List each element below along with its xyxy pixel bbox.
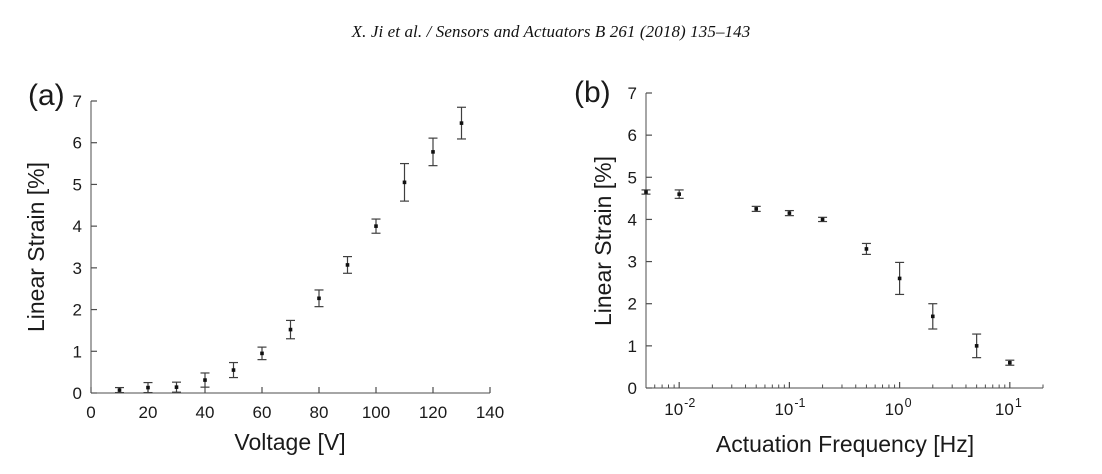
data-point [864,247,869,251]
x-tick-label: 0 [86,403,95,422]
x-tick-label: 120 [419,403,447,422]
x-tick-label: 60 [253,403,272,422]
y-ticks: 0 1 2 3 4 5 6 7 [628,84,652,398]
y-tick-label: 0 [628,379,637,398]
x-tick-label-base: 10 [885,400,904,419]
y-tick-label: 1 [73,342,82,361]
chart-a-strain-vs-voltage: 0 1 2 3 4 5 6 7 0 20 40 60 80 100 120 140 Voltage [V] Lin… [23,92,504,455]
axes [90,101,490,394]
data-point [374,224,378,228]
axes [645,93,1043,389]
panel-a-label: (a) [28,79,65,112]
data-point [754,207,759,211]
x-tick-label-exponent: -2 [684,396,695,410]
x-tick-label-base: 10 [774,400,793,419]
y-axis-label: Linear Strain [%] [23,162,49,332]
x-tick-label-base: 10 [995,400,1014,419]
data-point [974,344,979,348]
x-tick-label-exponent: 1 [1015,396,1022,410]
y-tick-label: 5 [73,175,82,194]
y-axis-label: Linear Strain [%] [590,156,616,326]
x-tick-label-base: 10 [664,400,683,419]
data-point [260,351,264,356]
data-series [115,106,466,394]
y-ticks: 0 1 2 3 4 5 6 7 [73,92,97,403]
y-tick-label: 3 [628,253,637,272]
data-point [897,276,902,281]
y-tick-label: 0 [73,384,82,403]
data-point [174,385,179,389]
x-tick-label: 80 [310,403,329,422]
data-point [345,263,350,267]
x-tick-label: 140 [476,403,504,422]
x-tick-label-exponent: -1 [794,396,805,410]
y-tick-label: 4 [628,210,637,229]
y-tick-label: 2 [73,301,82,320]
data-point [459,121,464,125]
x-ticks: 0 20 40 60 80 100 120 140 [86,387,504,422]
data-point [820,217,825,222]
data-point [288,327,293,332]
data-point [402,180,407,185]
running-head-citation: X. Ji et al. / Sensors and Actuators B 2… [351,22,751,41]
y-tick-label: 2 [628,295,637,314]
data-series [641,189,1015,366]
data-point [431,150,435,154]
y-tick-label: 7 [73,92,82,111]
x-tick-label-exponent: 0 [905,396,912,410]
y-tick-label: 1 [628,337,637,356]
y-tick-label: 3 [73,259,82,278]
x-ticks: 10 -2 10 -1 10 0 10 1 [645,382,1044,419]
data-point [930,314,935,319]
x-tick-label: 100 [362,403,390,422]
x-tick-label: 20 [139,403,158,422]
y-tick-label: 7 [628,84,637,103]
y-tick-label: 6 [73,134,82,153]
data-point [317,296,321,301]
y-tick-label: 5 [628,168,637,187]
data-point [231,368,236,372]
x-tick-label: 40 [196,403,215,422]
data-point [644,190,648,194]
y-tick-label: 4 [73,217,82,236]
x-axis-label: Actuation Frequency [Hz] [716,431,974,457]
data-point [677,192,681,196]
x-axis-label: Voltage [V] [234,429,345,455]
panel-b-label: (b) [574,76,611,109]
data-point [146,385,150,390]
data-point [787,211,792,215]
data-point [203,378,207,382]
data-point [1008,360,1012,365]
y-tick-label: 6 [628,126,637,145]
data-point [117,388,122,392]
